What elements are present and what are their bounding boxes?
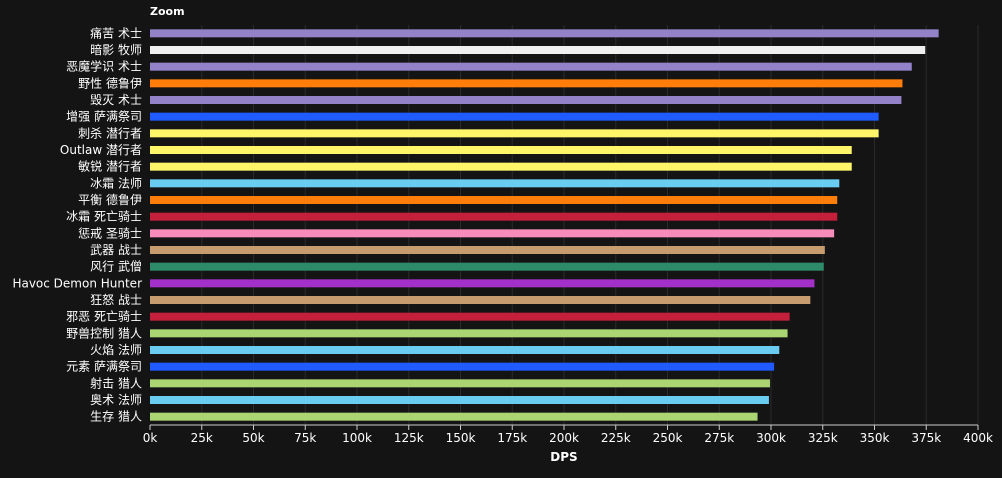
bar[interactable] [150,196,838,204]
x-tick-label: 250k [653,431,683,445]
x-tick-labels: 0k 25k 50k 75k 100k 125k 150k 175k 200k 225k 250k 2… [143,425,993,445]
zoom-label[interactable]: Zoom [150,5,185,18]
category-label: 毁灭 术士 [90,92,142,107]
bar[interactable] [150,379,770,388]
bar[interactable] [150,346,780,354]
x-tick-label: 200k [549,431,579,445]
category-label: 敏锐 潜行者 [78,159,142,174]
x-tick-label: 75k [294,431,316,445]
category-label: 野性 德鲁伊 [78,75,142,90]
x-tick-label: 150k [446,431,476,445]
category-label: 邪恶 死亡骑士 [66,310,142,324]
bar[interactable] [150,179,840,188]
category-label: 恶魔学识 术士 [66,59,142,74]
category-label: 武器 战士 [90,243,142,257]
category-label: 生存 猎人 [90,410,142,424]
bar[interactable] [150,129,879,138]
bar[interactable] [150,96,902,104]
category-label: 惩戒 圣骑士 [78,226,142,240]
x-tick-label: 50k [242,431,264,445]
x-tick-label: 375k [911,431,941,445]
x-tick-label: 325k [808,431,838,445]
x-tick-label: 175k [497,431,527,445]
category-label: 元素 萨满祭司 [66,360,142,374]
category-label: 野兽控制 猎人 [66,326,142,340]
x-tick-label: 350k [860,431,890,445]
bar[interactable] [150,312,790,321]
bar[interactable] [150,29,939,38]
category-label: 冰霜 死亡骑士 [66,210,142,224]
bar[interactable] [150,246,825,254]
bar[interactable] [150,279,815,288]
category-label: 增强 萨满祭司 [66,110,142,124]
category-label: 狂怒 战士 [90,292,142,307]
category-label: 火焰 法师 [90,342,142,357]
bar[interactable] [150,262,824,271]
x-tick-label: 125k [394,431,424,445]
gridlines [201,25,979,425]
category-label: Havoc Demon Hunter [12,276,142,290]
bar[interactable] [150,112,879,121]
category-label: 冰霜 法师 [90,176,142,190]
bar[interactable] [150,296,811,304]
category-label: 平衡 德鲁伊 [78,192,142,207]
x-tick-label: 400k [963,431,993,445]
x-tick-label: 275k [704,431,734,445]
bar[interactable] [150,362,775,371]
bar[interactable] [150,62,912,71]
category-label: 暗影 牧师 [90,42,142,57]
bar[interactable] [150,329,788,338]
x-tick-label: 0k [143,431,158,445]
bar[interactable] [150,146,852,154]
x-tick-label: 300k [756,431,786,445]
category-label: Outlaw 潜行者 [60,143,142,157]
category-label: 奥术 法师 [90,393,142,407]
bars [150,29,939,421]
bar[interactable] [150,79,903,88]
x-tick-label: 225k [601,431,631,445]
category-label: 风行 武僧 [90,260,142,274]
bar[interactable] [150,162,852,171]
bar[interactable] [150,412,758,421]
x-axis-title: DPS [550,450,577,464]
x-tick-label: 100k [342,431,372,445]
category-label: 刺杀 潜行者 [78,125,142,140]
bar[interactable] [150,46,926,54]
category-label: 痛苦 术士 [90,25,142,40]
bar[interactable] [150,396,769,404]
x-tick-label: 25k [191,431,213,445]
bar[interactable] [150,229,835,238]
category-label: 射击 猎人 [90,375,142,390]
bar[interactable] [150,212,838,221]
